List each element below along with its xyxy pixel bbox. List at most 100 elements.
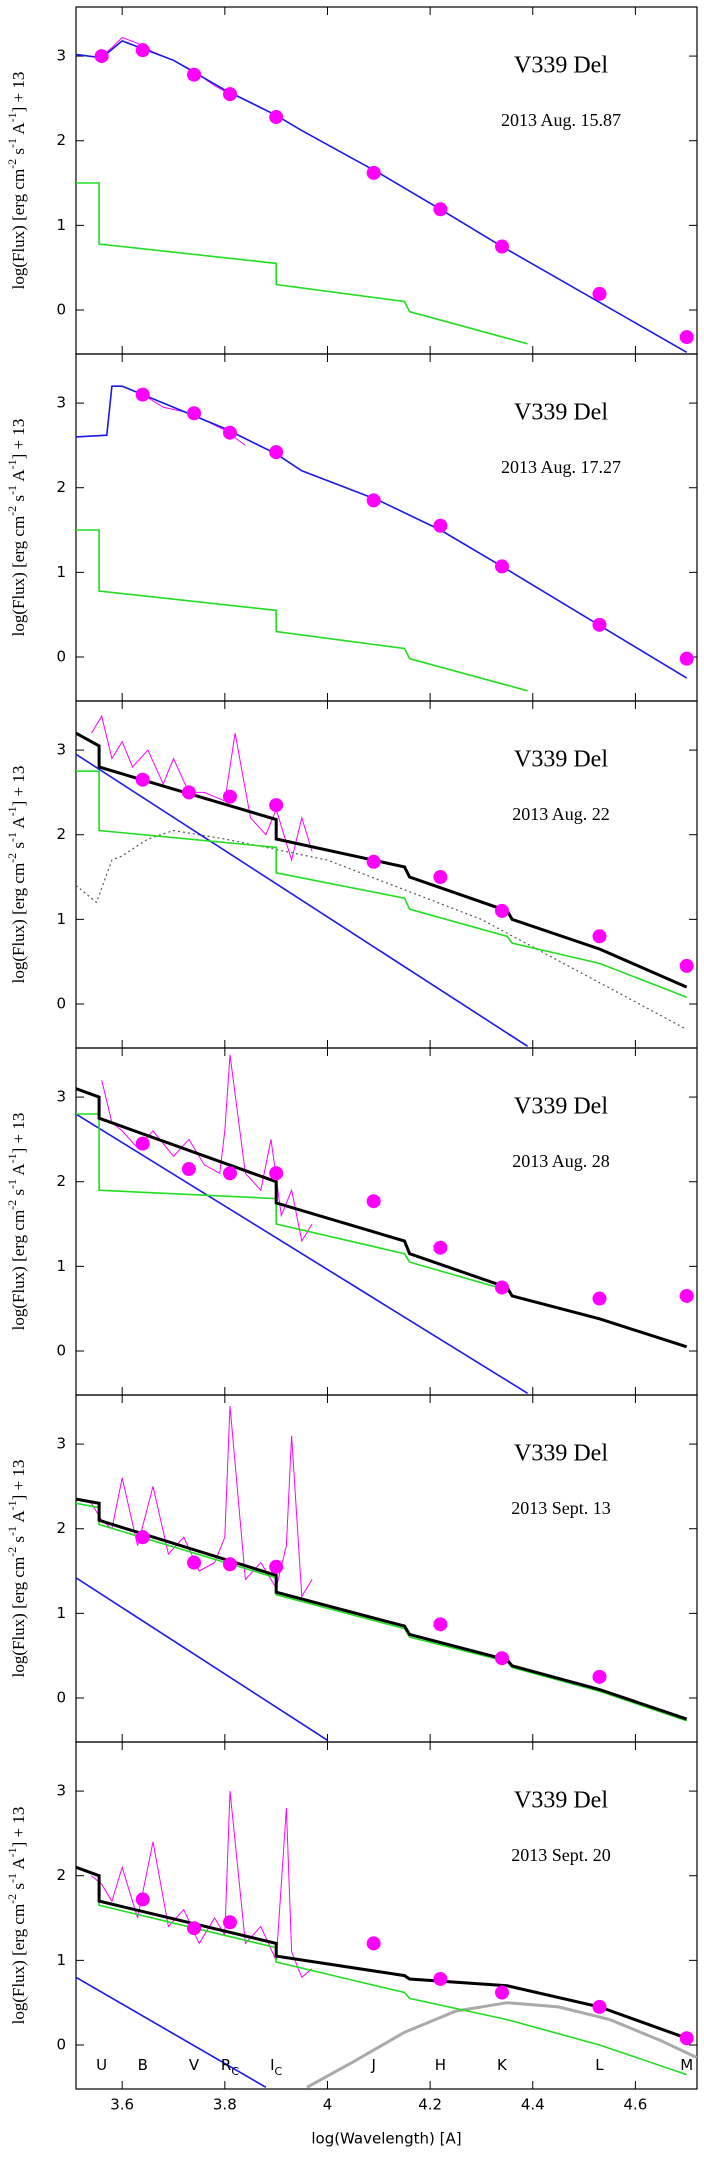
y-axis-label-part: s [9,842,28,853]
photometry-point [366,854,381,869]
y-axis-label-part: A [9,816,28,832]
x-tick-label: 4 [323,2096,333,2114]
y-tick-label: 3 [56,1782,66,1800]
y-axis-label-part: -1 [5,1526,19,1536]
x-tick-label: 4.2 [418,2096,442,2114]
model-line [91,1791,313,1979]
panel-title: V339 Del [514,747,608,773]
band-letter: L [595,2056,604,2074]
model-line [76,829,687,1030]
y-axis-label-part: A [9,469,28,485]
panel-subtitle: 2013 Aug. 15.87 [501,110,621,130]
y-axis-label: log(Flux) [erg cm-2 s-1 A-1] + 13 [5,766,28,984]
band-letter: M [680,2056,693,2074]
y-axis-label-part: ] + 13 [9,1460,28,1501]
photometry-point [679,651,694,666]
y-tick-label: 2 [56,131,66,149]
y-axis-label-part: s [9,148,28,159]
y-axis-label: log(Flux) [erg cm-2 s-1 A-1] + 13 [5,419,28,637]
y-axis-label-part: log(Flux) [erg cm [9,169,28,290]
photometry-point [94,49,109,64]
panel: 0 1 2 3 V339 Del 2013 Aug. 22 log(Flux) [erg c… [5,700,698,1049]
y-axis-label: log(Flux) [erg cm-2 s-1 A-1] + 13 [5,1113,28,1331]
photometry-point [494,1280,509,1295]
model-line [76,1497,688,1721]
y-tick-label: 3 [56,1435,66,1453]
y-axis-label: log(Flux) [erg cm-2 s-1 A-1] + 13 [5,72,28,290]
y-tick-label: 1 [56,216,66,234]
photometry-point [366,493,381,508]
y-axis-label-part: ] + 13 [9,1807,28,1848]
y-tick-label: 0 [56,994,66,1012]
band-subscript: C [275,2065,283,2078]
model-line [101,1054,313,1243]
panel-title: V339 Del [514,53,608,79]
y-axis-label-part: log(Flux) [erg cm [9,1210,28,1331]
y-axis-label-part: -1 [5,1153,19,1163]
x-axis-label: log(Wavelength) [A] [311,2130,461,2148]
x-tick-label: 4.6 [623,2096,647,2114]
panel-title: V339 Del [514,1788,608,1814]
photometry-point [592,929,607,944]
model-line [76,1087,688,1349]
y-axis-label-part: A [9,1857,28,1873]
band-subscript: C [231,2065,239,2078]
band-letter: I [270,2056,274,2074]
y-axis-label-part: log(Flux) [erg cm [9,1557,28,1678]
y-axis-label-part: ] + 13 [9,72,28,113]
y-axis-label-part: -1 [5,1847,19,1857]
band-label: RC [221,2056,239,2078]
photometry-point [222,789,237,804]
photometry-point [222,1915,237,1930]
photometry-point [679,958,694,973]
y-axis-label: log(Flux) [erg cm-2 s-1 A-1] + 13 [5,1460,28,1678]
y-tick-label: 2 [56,825,66,843]
photometry-point [269,110,284,125]
y-axis-label-part: s [9,1189,28,1200]
panel-subtitle: 2013 Sept. 13 [511,1498,611,1518]
band-letter: R [221,2056,231,2074]
y-axis-label-part: -2 [5,853,19,863]
photometry-point [135,772,150,787]
photometry-point [135,387,150,402]
photometry-point [433,1617,448,1632]
photometry-point [222,1166,237,1181]
y-tick-label: 2 [56,1866,66,1884]
y-axis-label-part: s [9,1883,28,1894]
y-axis-label-part: A [9,1163,28,1179]
y-tick-label: 2 [56,1172,66,1190]
model-line [76,731,688,989]
y-axis-label-part: -1 [5,832,19,842]
band-letter: H [435,2056,446,2074]
photometry-point [135,1530,150,1545]
panel: 0 1 2 3 V339 Del 2013 Sept. 13 log(Flux) [erg … [5,1394,698,1743]
photometry-point [269,1559,284,1574]
model-line [90,714,313,863]
y-axis-label: log(Flux) [erg cm-2 s-1 A-1] + 13 [5,1807,28,2025]
panel: 0 1 2 3 V339 Del 2013 Aug. 28 log(Flux) [erg c… [5,1047,698,1396]
photometry-point [222,87,237,102]
photometry-point [679,2031,694,2046]
band-label: L [595,2056,604,2074]
band-label: M [680,2056,693,2074]
model-line [76,529,528,692]
y-axis-label-part: -1 [5,112,19,122]
photometry-point [679,1288,694,1303]
y-axis-label-part: ] + 13 [9,1113,28,1154]
x-tick-label: 3.8 [213,2096,237,2114]
model-line [76,1865,688,2040]
band-letter: K [497,2056,508,2074]
x-tick-label: 3.6 [110,2096,134,2114]
y-tick-label: 0 [56,300,66,318]
y-axis-label-part: -1 [5,806,19,816]
y-axis-label-part: -2 [5,159,19,169]
model-line [76,770,687,998]
photometry-point [679,330,694,345]
y-tick-label: 3 [56,394,66,412]
model-line [76,1976,267,2088]
y-tick-label: 0 [56,1688,66,1706]
band-label: B [138,2056,148,2074]
y-axis-label-part: -2 [5,506,19,516]
